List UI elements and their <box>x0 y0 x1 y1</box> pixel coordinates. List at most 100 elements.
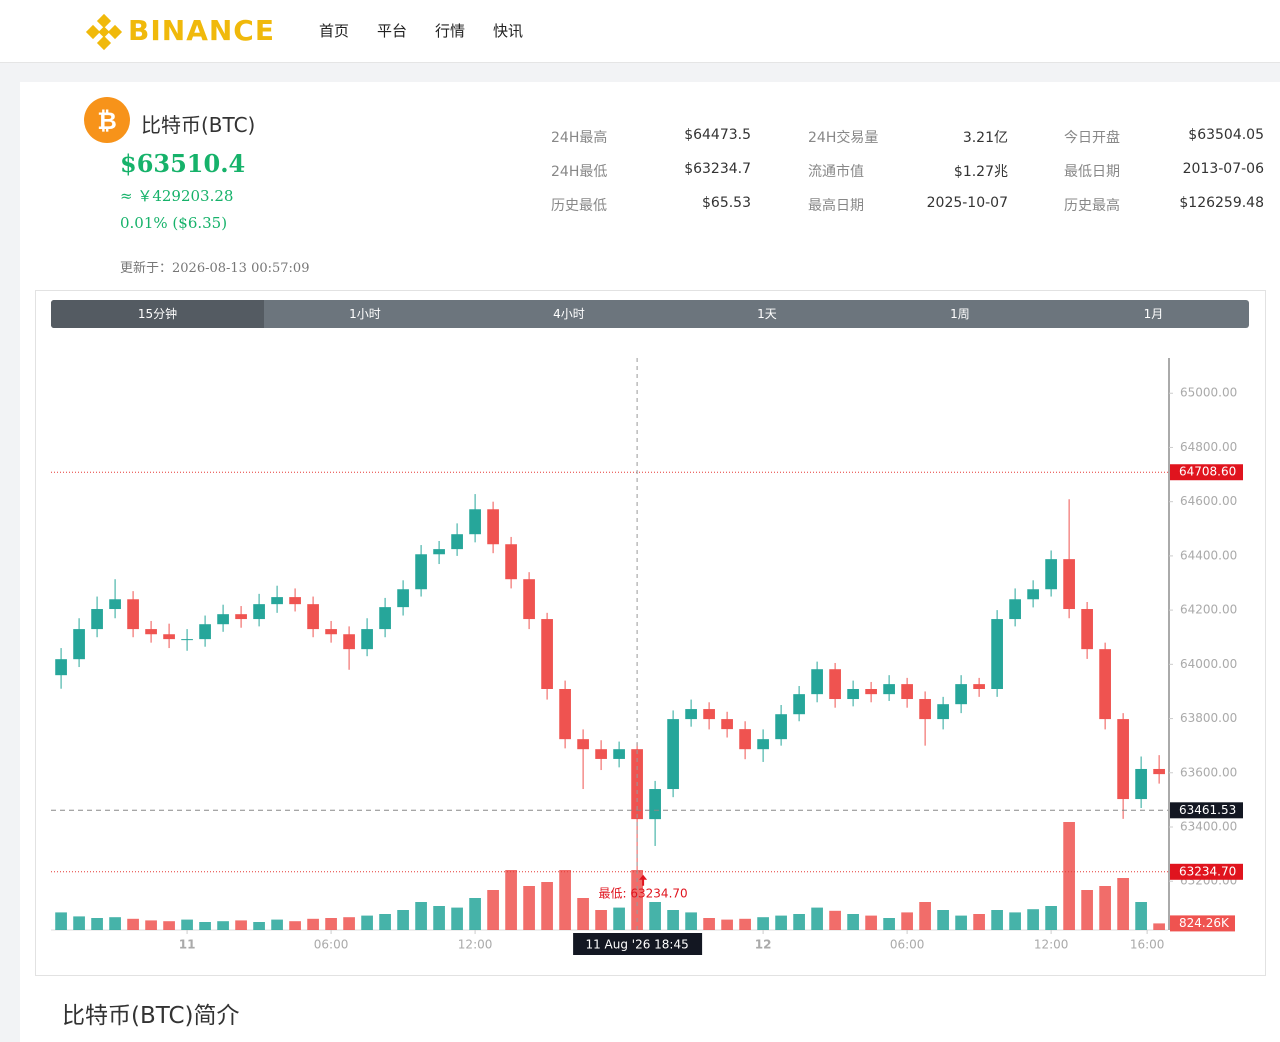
candle-body <box>1063 559 1075 610</box>
coin-name: 比特币(BTC) <box>141 113 256 137</box>
volume-bar <box>523 886 535 930</box>
x-tick-label: 11 <box>179 938 196 952</box>
interval-tab[interactable]: 15分钟 <box>51 300 264 328</box>
stat-label: 历史最低 <box>551 198 607 214</box>
last-price-label: 63461.53 <box>1179 803 1236 817</box>
candle-body <box>487 509 499 545</box>
volume-bar <box>217 921 229 930</box>
volume-bar <box>937 910 949 930</box>
volume-bar <box>1099 886 1111 930</box>
candle-body <box>775 714 787 740</box>
logo-text[interactable]: BINANCE <box>128 14 275 47</box>
stat-value: 3.21亿 <box>962 130 1008 146</box>
stat-value: $64473.5 <box>684 127 751 143</box>
candle-body <box>55 659 67 676</box>
interval-tab[interactable]: 1月 <box>1143 307 1164 321</box>
stat-label: 24H最低 <box>551 164 608 180</box>
coin-change: 0.01% ($6.35) <box>120 214 228 232</box>
volume-bar <box>397 910 409 930</box>
candle-body <box>235 614 247 620</box>
candle-body <box>721 719 733 730</box>
volume-bar <box>1027 909 1039 930</box>
stat-label: 最高日期 <box>808 198 864 214</box>
volume-bar <box>1081 890 1093 930</box>
volume-bar <box>271 919 283 930</box>
stat-value: 2013-07-06 <box>1182 161 1264 177</box>
candle-body <box>1099 649 1111 720</box>
stat-value: $1.27兆 <box>953 164 1008 180</box>
interval-tabs: 15分钟 1小时 4小时 1天 1周 1月 <box>51 300 1249 328</box>
candle-body <box>325 629 337 635</box>
nav-link[interactable]: 平台 <box>377 22 408 40</box>
candle-body <box>811 669 823 695</box>
min-arrow <box>639 874 648 886</box>
volume-bar <box>1009 912 1021 930</box>
volume-bar <box>847 914 859 930</box>
interval-tab[interactable]: 4小时 <box>553 307 585 321</box>
interval-tab[interactable]: 1天 <box>757 307 777 321</box>
volume-bar <box>721 919 733 930</box>
volume-bar <box>775 915 787 930</box>
nav-link[interactable]: 首页 <box>319 22 350 40</box>
candle-body <box>451 534 463 550</box>
candle-body <box>1009 599 1021 620</box>
volume-bar <box>289 921 301 930</box>
chart-frame <box>35 290 1266 976</box>
y-tick-label: 64000.00 <box>1180 657 1237 671</box>
volume-bar <box>127 918 139 930</box>
candle-body <box>433 549 445 555</box>
volume-bar <box>199 922 211 930</box>
stat-label: 历史最高 <box>1064 198 1120 214</box>
volume-bar <box>181 919 193 930</box>
volume-bar <box>1135 902 1147 930</box>
volume-bar <box>91 918 103 930</box>
volume-marker-box <box>1170 915 1235 932</box>
volume-bar <box>109 917 121 930</box>
candle-body <box>199 624 211 640</box>
volume-bar <box>145 920 157 930</box>
stat-label: 24H最高 <box>551 130 608 146</box>
stat-label: 最低日期 <box>1064 164 1120 180</box>
price-line-label: 64708.60 <box>1179 465 1236 479</box>
x-tick-label: 16:00 <box>1130 938 1165 952</box>
volume-bar <box>343 917 355 930</box>
coin-cny: ≈ ￥429203.28 <box>120 187 234 205</box>
candle-body <box>1117 719 1129 800</box>
stat-value: $63234.7 <box>684 161 751 177</box>
nav-link[interactable]: 行情 <box>435 22 466 40</box>
candle-body <box>883 684 895 695</box>
volume-bar <box>163 921 175 930</box>
volume-bar <box>883 918 895 930</box>
candle-body <box>847 689 859 700</box>
candle-body <box>1153 768 1165 775</box>
y-tick-label: 63600.00 <box>1180 765 1237 779</box>
interval-tab[interactable]: 1周 <box>950 307 970 321</box>
candle-body <box>1081 609 1093 650</box>
candle-body <box>271 597 283 605</box>
candle-body <box>109 599 121 610</box>
volume-bar <box>757 917 769 930</box>
x-tick-label: 06:00 <box>314 938 349 952</box>
candle-body <box>289 597 301 605</box>
interval-tab[interactable]: 1小时 <box>349 307 381 321</box>
volume-bar <box>451 907 463 930</box>
candle-body <box>415 554 427 590</box>
volume-bar <box>613 907 625 930</box>
nav-link[interactable]: 快讯 <box>493 22 524 40</box>
candle-body <box>541 619 553 690</box>
y-tick-label: 65000.00 <box>1180 386 1237 400</box>
candle-body <box>1045 559 1057 590</box>
intro-title: 比特币(BTC)简介 <box>62 1003 240 1029</box>
volume-bar <box>811 907 823 930</box>
crosshair-label: 11 Aug '26 18:45 <box>585 938 688 952</box>
volume-bar <box>361 915 373 930</box>
volume-bar <box>919 902 931 930</box>
volume-bar <box>631 870 643 930</box>
volume-bar <box>253 922 265 930</box>
volume-bar <box>649 902 661 930</box>
stat-value: $63504.05 <box>1188 127 1264 143</box>
volume-marker-label: 824.26K <box>1179 916 1230 930</box>
